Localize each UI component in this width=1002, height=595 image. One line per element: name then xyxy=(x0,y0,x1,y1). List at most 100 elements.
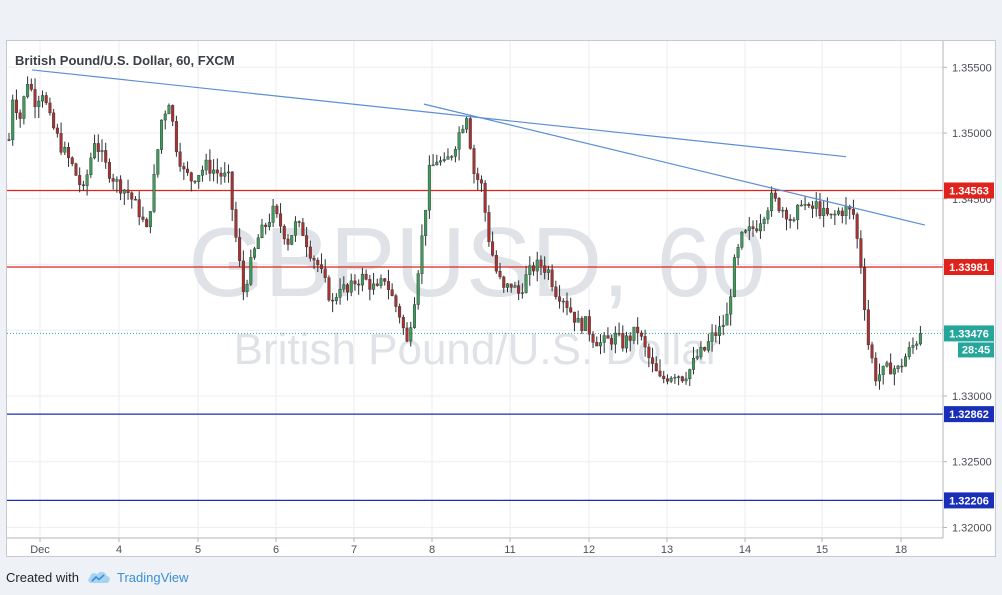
candle-body xyxy=(357,283,361,286)
x-tick-label: 15 xyxy=(816,544,828,556)
level-price-box xyxy=(944,259,994,276)
candles xyxy=(7,76,922,390)
candle-body xyxy=(293,221,297,236)
watermark-symbol: GBPUSD, 60 xyxy=(188,207,765,317)
candle-body xyxy=(595,342,599,347)
candle-body xyxy=(174,121,178,153)
trendline[interactable] xyxy=(31,69,847,158)
candle-body xyxy=(372,283,376,290)
candle-body xyxy=(55,127,59,134)
candle-body xyxy=(732,257,736,297)
level-price-label: 1.33981 xyxy=(949,262,989,274)
candle-body xyxy=(63,147,67,153)
candle-body xyxy=(617,332,621,335)
candle-body xyxy=(799,204,803,207)
candle-body xyxy=(424,209,428,236)
trendlines[interactable] xyxy=(31,69,926,226)
candle-body xyxy=(870,344,874,359)
candle-body xyxy=(859,238,863,268)
candle-body xyxy=(182,166,186,170)
x-tick-label: 11 xyxy=(504,544,515,556)
candle-body xyxy=(145,219,149,228)
candle-body xyxy=(729,296,733,315)
candle-body xyxy=(498,270,502,278)
candle-body xyxy=(215,169,219,174)
candle-body xyxy=(100,150,104,152)
candle-body xyxy=(226,171,230,174)
candle-body xyxy=(684,378,688,382)
candle-body xyxy=(628,335,632,341)
candle-body xyxy=(148,211,152,228)
candle-body xyxy=(420,235,424,274)
candle-body xyxy=(766,210,770,220)
candle-body xyxy=(119,179,123,194)
candle-body xyxy=(223,172,227,177)
grid xyxy=(7,41,943,538)
candle-body xyxy=(48,102,52,114)
candle-body xyxy=(368,279,372,290)
candle-body xyxy=(591,334,595,343)
footer: Created with TradingView xyxy=(6,562,406,592)
candle-body xyxy=(889,362,893,375)
created-with-label: Created with xyxy=(6,569,79,585)
candle-body xyxy=(758,223,762,232)
candle-body xyxy=(837,210,841,215)
tradingview-logo[interactable]: TradingView xyxy=(87,570,189,585)
x-tick-label: 8 xyxy=(429,544,435,556)
level-price-box xyxy=(944,492,994,509)
candle-body xyxy=(200,169,204,176)
y-tick-label: 1.35000 xyxy=(952,128,992,140)
candle-body xyxy=(405,327,409,342)
candle-body xyxy=(576,318,580,323)
candle-body xyxy=(468,118,472,149)
candle-body xyxy=(472,148,476,174)
candle-body xyxy=(331,299,335,302)
candle-body xyxy=(587,316,591,335)
candle-body xyxy=(160,119,164,150)
candle-body xyxy=(171,105,175,122)
candle-body xyxy=(446,156,450,160)
candle-body xyxy=(918,333,922,345)
candle-body xyxy=(900,365,904,368)
x-tick-label: 6 xyxy=(273,544,279,556)
candle-body xyxy=(96,143,100,152)
candle-body xyxy=(483,182,487,213)
candle-body xyxy=(814,201,818,209)
candle-body xyxy=(643,336,647,348)
candle-body xyxy=(279,213,283,227)
candle-body xyxy=(558,296,562,302)
candle-body xyxy=(156,149,160,175)
candle-body xyxy=(338,288,342,298)
candle-body xyxy=(718,326,722,336)
candle-body xyxy=(312,257,316,261)
y-tick-label: 1.32000 xyxy=(952,522,992,534)
chart-title: British Pound/U.S. Dollar, 60, FXCM xyxy=(15,53,235,68)
candle-body xyxy=(256,237,260,250)
candle-body xyxy=(881,365,885,375)
candle-body xyxy=(773,192,777,199)
candle-body xyxy=(543,265,547,273)
candle-body xyxy=(260,224,264,239)
candle-body xyxy=(26,84,30,97)
candle-body xyxy=(141,216,145,220)
candle-body xyxy=(911,345,915,348)
candle-body xyxy=(379,278,383,286)
horizontal-levels[interactable] xyxy=(7,189,943,501)
candle-body xyxy=(130,192,134,200)
candle-body xyxy=(386,281,390,290)
candle-body xyxy=(755,228,759,232)
candle-body xyxy=(904,356,908,367)
candle-body xyxy=(825,208,829,215)
trendline[interactable] xyxy=(423,103,926,226)
candle-body xyxy=(505,283,509,288)
x-tick-label: 14 xyxy=(739,544,751,556)
price-chart[interactable]: GBPUSD, 60 British Pound/U.S. Dollar 1.3… xyxy=(7,41,995,556)
candle-body xyxy=(580,318,584,331)
candle-body xyxy=(111,178,115,182)
candle-body xyxy=(238,237,242,262)
candle-body xyxy=(14,99,18,114)
candle-body xyxy=(327,277,331,301)
level-price-label: 1.32206 xyxy=(949,495,989,507)
candle-body xyxy=(502,276,506,288)
candle-body xyxy=(866,309,870,346)
